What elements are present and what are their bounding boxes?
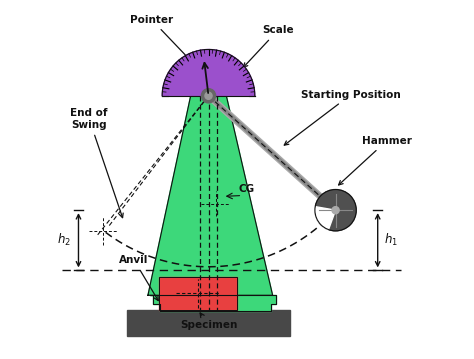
Text: Starting Position: Starting Position <box>284 89 401 145</box>
Text: $h_2$: $h_2$ <box>57 232 72 248</box>
Wedge shape <box>162 50 255 96</box>
Text: End of
Swing: End of Swing <box>71 108 123 218</box>
Text: $h_1$: $h_1$ <box>384 232 398 248</box>
Circle shape <box>315 190 356 231</box>
Bar <box>159 278 237 309</box>
Polygon shape <box>150 295 276 311</box>
Text: Scale: Scale <box>244 25 293 67</box>
Text: CG: CG <box>239 184 255 194</box>
Polygon shape <box>148 96 273 295</box>
Text: Specimen: Specimen <box>180 313 237 330</box>
Circle shape <box>201 89 216 103</box>
Text: CG: CG <box>331 198 347 208</box>
Bar <box>127 309 291 336</box>
Circle shape <box>332 207 339 214</box>
Circle shape <box>205 92 212 99</box>
Wedge shape <box>315 206 336 230</box>
Text: Hammer: Hammer <box>338 136 411 185</box>
Bar <box>159 278 237 309</box>
Text: Anvil: Anvil <box>119 255 158 300</box>
Text: Pointer: Pointer <box>130 15 190 60</box>
